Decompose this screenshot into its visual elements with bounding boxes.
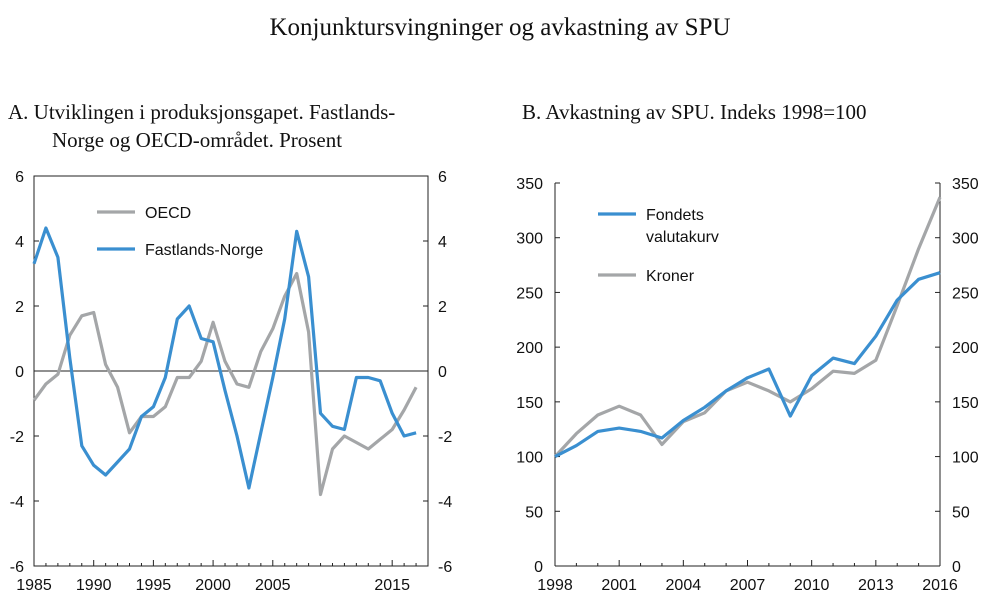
panel-b-ytick-label-right: 50: [952, 504, 970, 521]
panel-b-ytick-label-left: 300: [516, 231, 543, 248]
panel-a-ytick-label-right: 6: [438, 169, 447, 186]
panel-a-ytick-label-left: 4: [15, 234, 24, 251]
panel-a-ytick-label-right: -6: [438, 559, 452, 576]
panel-a-ytick-label-left: -4: [10, 494, 24, 511]
panel-b-legend-label-blue: Fondets: [646, 207, 704, 224]
panel-b-ytick-label-left: 100: [516, 450, 543, 467]
panel-a-ytick-label-left: -6: [10, 559, 24, 576]
panel-a-legend-label-gray: OECD: [145, 205, 191, 222]
panel-b-legend-label-blue: valutakurv: [646, 229, 719, 246]
panel-b-legend-label-gray: Kroner: [646, 268, 695, 285]
panel-b-series-blue-line: [554, 271, 941, 459]
panel-a-title-line2: Norge og OECD-området. Prosent: [52, 128, 343, 152]
panel-b-ytick-label-right: 350: [952, 176, 979, 193]
panel-a-xtick-label: 1990: [76, 577, 112, 594]
panel-a-ytick-label-right: -4: [438, 494, 452, 511]
panel-a-ytick-label-right: 2: [438, 299, 447, 316]
panel-b-xtick-label: 2001: [601, 577, 637, 594]
panel-a-xtick-label: 1985: [16, 577, 52, 594]
panel-b-xtick-label: 2016: [922, 577, 958, 594]
panel-a-legend-label-blue: Fastlands-Norge: [145, 242, 263, 259]
panel-b-ytick-label-left: 150: [516, 395, 543, 412]
panel-b-ytick-label-left: 50: [525, 504, 543, 521]
panel-b-ytick-label-left: 350: [516, 176, 543, 193]
panel-a-ytick-label-right: 4: [438, 234, 447, 251]
panel-a-ytick-label-left: -2: [10, 429, 24, 446]
panel-a-ytick-label-right: 0: [438, 364, 447, 381]
panel-b-ytick-label-left: 0: [534, 559, 543, 576]
panel-b-title: B. Avkastning av SPU. Indeks 1998=100: [522, 100, 867, 124]
panel-b-series-gray-line: [553, 196, 942, 458]
page-title: Konjunktursvingninger og avkastning av S…: [269, 14, 731, 41]
panel-b-ytick-label-right: 150: [952, 395, 979, 412]
panel-b-xtick-label: 1998: [537, 577, 573, 594]
panel-a-xtick-label: 2015: [374, 577, 410, 594]
panel-a-ytick-label-right: -2: [438, 429, 452, 446]
panel-a-series-gray-line: [32, 271, 418, 497]
panel-a-ytick-label-left: 0: [15, 364, 24, 381]
panel-a-xtick-label: 2000: [195, 577, 231, 594]
panel-b-ytick-label-right: 200: [952, 340, 979, 357]
panel-a-ytick-label-left: 2: [15, 299, 24, 316]
panel-b-xtick-label: 2013: [858, 577, 894, 594]
panel-a-xtick-label: 2005: [255, 577, 291, 594]
panel-b-xtick-label: 2007: [730, 577, 766, 594]
panel-a-series-blue-line: [32, 226, 417, 490]
panel-b-ytick-label-left: 250: [516, 285, 543, 302]
panel-b-xtick-label: 2004: [666, 577, 702, 594]
panel-a-title-line1: A. Utviklingen i produksjonsgapet. Fastl…: [8, 100, 396, 124]
panel-b-ytick-label-left: 200: [516, 340, 543, 357]
panel-b-ytick-label-right: 300: [952, 231, 979, 248]
panel-a-ytick-label-left: 6: [15, 169, 24, 186]
panel-b-xtick-label: 2010: [794, 577, 830, 594]
panel-b-ytick-label-right: 100: [952, 450, 979, 467]
panel-b-ytick-label-right: 250: [952, 285, 979, 302]
panel-a-xtick-label: 1995: [136, 577, 172, 594]
panel-b-ytick-label-right: 0: [952, 559, 961, 576]
